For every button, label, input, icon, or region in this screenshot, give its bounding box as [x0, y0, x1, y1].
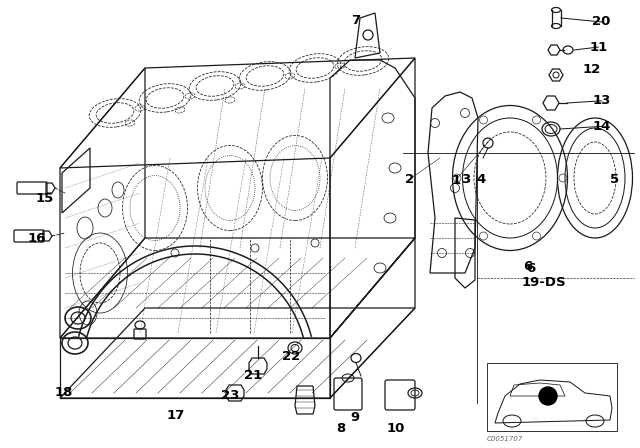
Text: 6: 6	[524, 260, 532, 273]
Text: 23: 23	[221, 388, 239, 402]
Text: 2: 2	[405, 172, 414, 186]
Text: 7: 7	[351, 13, 360, 27]
Text: 15: 15	[36, 191, 54, 205]
Text: C0051707: C0051707	[487, 436, 524, 442]
Text: 16: 16	[28, 232, 46, 245]
Text: 19-DS: 19-DS	[522, 276, 566, 289]
Text: 14: 14	[593, 120, 611, 133]
Text: 10: 10	[387, 422, 404, 435]
Text: 5: 5	[610, 172, 619, 186]
Text: 13: 13	[593, 94, 611, 108]
Text: 20: 20	[593, 15, 611, 29]
Text: 9: 9	[351, 411, 360, 424]
Text: 1: 1	[451, 173, 460, 187]
Text: 21: 21	[244, 369, 262, 382]
Text: 22: 22	[282, 349, 300, 363]
Text: 6: 6	[527, 262, 536, 276]
Text: 11: 11	[589, 40, 607, 54]
Text: 3: 3	[461, 172, 470, 186]
Text: 12: 12	[583, 63, 601, 76]
Text: 8: 8	[337, 422, 346, 435]
Text: 4: 4	[477, 172, 486, 186]
Text: 17: 17	[167, 409, 185, 422]
Text: 18: 18	[55, 385, 73, 399]
Circle shape	[539, 387, 557, 405]
